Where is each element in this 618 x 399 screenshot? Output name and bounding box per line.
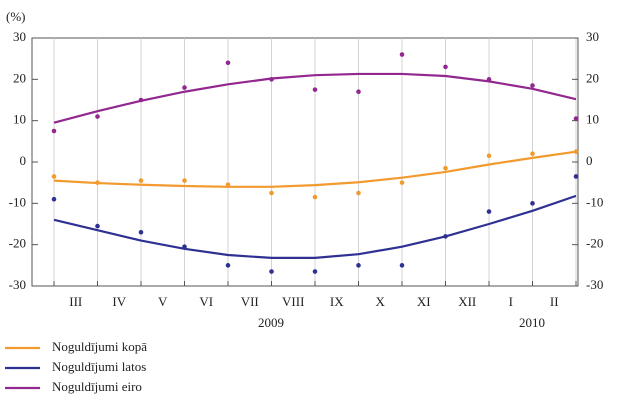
x-tick-label: X xyxy=(376,294,386,309)
data-point xyxy=(573,174,579,179)
y-tick-label: 10 xyxy=(13,112,26,127)
y-tick-label: -10 xyxy=(586,194,603,209)
data-point xyxy=(269,269,274,274)
data-point xyxy=(399,52,405,57)
x-tick-label: I xyxy=(509,294,513,309)
x-tick-label: III xyxy=(69,294,82,309)
data-point xyxy=(51,128,57,134)
data-point xyxy=(269,190,274,196)
data-point xyxy=(269,77,274,82)
data-point xyxy=(182,244,187,250)
data-point xyxy=(486,77,492,82)
data-point xyxy=(356,263,361,268)
data-point xyxy=(443,234,448,239)
y-tick-label: -30 xyxy=(586,277,603,292)
data-point xyxy=(486,153,492,159)
data-point xyxy=(530,151,535,157)
data-point xyxy=(182,85,187,90)
data-point xyxy=(486,209,492,214)
trend-line xyxy=(53,150,577,188)
data-point xyxy=(138,229,144,235)
data-point xyxy=(312,269,318,274)
data-point xyxy=(225,60,231,66)
data-point xyxy=(530,201,535,206)
y-tick-label: 0 xyxy=(20,153,27,168)
data-point xyxy=(312,194,318,200)
x-tick-label: IV xyxy=(112,294,126,309)
data-point xyxy=(95,180,100,185)
x-tick-label: VI xyxy=(199,294,213,309)
data-point xyxy=(225,263,231,268)
data-point xyxy=(443,165,448,171)
y-tick-label: -10 xyxy=(9,194,26,209)
data-point xyxy=(399,263,405,268)
legend-label: Noguldījumi kopā xyxy=(52,339,147,354)
data-point xyxy=(95,223,100,229)
data-point xyxy=(182,178,187,183)
year-label: 2010 xyxy=(519,315,545,330)
y-tick-label: 30 xyxy=(586,29,599,44)
data-point xyxy=(138,97,144,103)
data-point xyxy=(443,64,448,70)
data-point xyxy=(356,190,361,196)
data-point xyxy=(356,89,361,95)
y-tick-label: -20 xyxy=(9,236,26,251)
y-tick-label: 0 xyxy=(586,153,593,168)
trend-line xyxy=(53,194,577,259)
y-tick-label: 10 xyxy=(586,112,599,127)
x-tick-label: V xyxy=(158,294,168,309)
y-tick-label: 20 xyxy=(586,70,599,85)
data-point xyxy=(51,174,57,179)
x-tick-label: II xyxy=(550,294,559,309)
y-tick-label: 30 xyxy=(13,29,26,44)
x-tick-label: XII xyxy=(458,294,476,309)
y-tick-label: 20 xyxy=(13,70,26,85)
data-point xyxy=(138,178,144,183)
unit-label: (%) xyxy=(6,9,26,24)
x-tick-label: IX xyxy=(330,294,344,309)
legend-label: Noguldījumi latos xyxy=(52,359,146,374)
x-tick-label: VII xyxy=(241,294,259,309)
data-point xyxy=(225,182,231,188)
year-label: 2009 xyxy=(258,315,284,330)
data-point xyxy=(312,87,318,92)
data-point xyxy=(399,180,405,185)
x-tick-label: XI xyxy=(417,294,431,309)
y-tick-label: -20 xyxy=(586,236,603,251)
x-tick-label: VIII xyxy=(282,294,304,309)
data-point xyxy=(573,149,579,154)
data-point xyxy=(51,196,57,202)
y-tick-label: -30 xyxy=(9,277,26,292)
data-point xyxy=(573,116,579,121)
data-point xyxy=(95,114,100,119)
legend-label: Noguldījumi eiro xyxy=(52,379,142,394)
data-point xyxy=(530,83,535,88)
